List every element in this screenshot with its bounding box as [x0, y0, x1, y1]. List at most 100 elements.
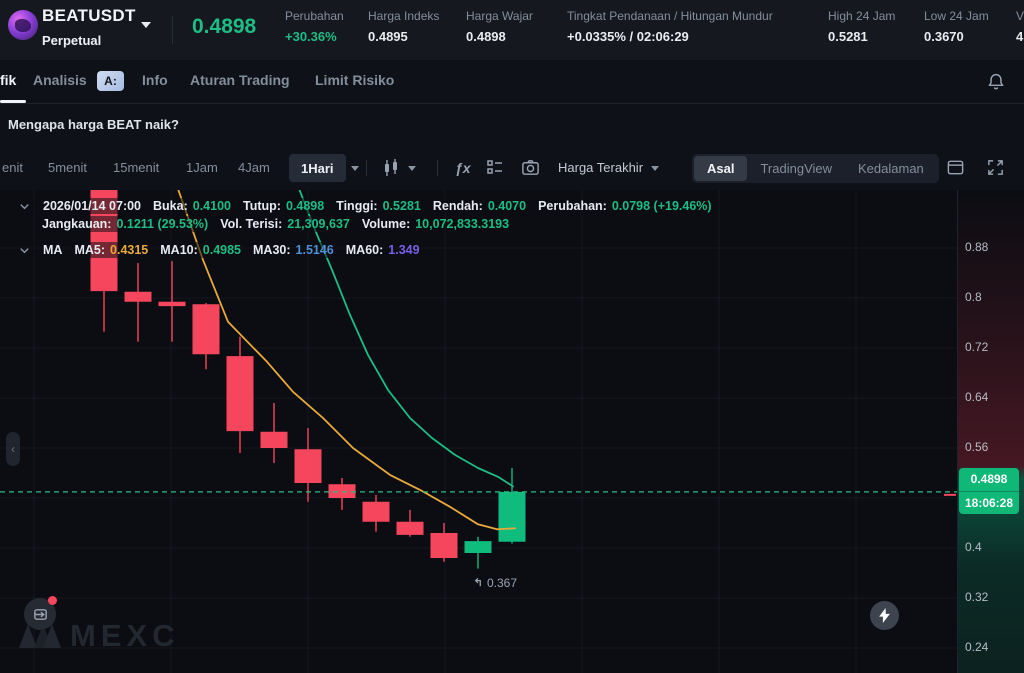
candlestick [158, 301, 186, 307]
fullscreen-icon[interactable] [986, 158, 1005, 182]
stat-value: 0.5281 [828, 29, 868, 44]
ma10-value: 0.4985 [202, 243, 241, 257]
candlestick [396, 521, 424, 535]
stat-value: 0.3670 [924, 29, 964, 44]
legend-label: Tinggi: [336, 199, 378, 213]
legend-label: Rendah: [432, 199, 483, 213]
legend-value: 0.1211 (29.53%) [116, 217, 209, 231]
timeframe-more-caret-icon[interactable] [351, 166, 359, 171]
ohlc-legend-row1: 2026/01/14 07:00 Buka: 0.4100 Tutup: 0.489… [14, 198, 716, 214]
view-original[interactable]: Asal [694, 156, 748, 181]
price-axis-label: 0.88 [965, 240, 989, 254]
price-axis[interactable]: 0.88 0.8 0.72 0.64 0.56 0.4 0.32 0.24 [957, 190, 1024, 673]
candlestick [294, 449, 322, 483]
candlestick [124, 291, 152, 302]
toolbar-divider [437, 160, 438, 176]
arrow-up-left-icon [474, 578, 481, 587]
stat-change: Perubahan +30.36% [285, 9, 344, 44]
stat-label: Perubahan [285, 9, 344, 23]
ai-badge-icon[interactable]: A: [97, 71, 124, 91]
tab-trading-rules[interactable]: Aturan Trading [190, 72, 290, 88]
candlestick [464, 541, 492, 553]
lightning-icon [879, 608, 890, 623]
coin-logo-icon [8, 10, 38, 40]
legend-label: Buka: [153, 199, 188, 213]
ma-prefix: MA [43, 243, 63, 257]
legend-label: Perubahan: [538, 199, 607, 213]
legend-label: Jangkauan: [42, 217, 112, 231]
symbol-dropdown-caret-icon[interactable] [141, 22, 151, 28]
legend-label: MA30: [253, 243, 291, 257]
candlestick-canvas[interactable] [0, 190, 957, 673]
candlestick [328, 484, 356, 498]
panel-layout-icon[interactable] [946, 158, 965, 182]
candlestick [226, 356, 254, 432]
stat-label: High 24 Jam [828, 9, 896, 23]
watermark-text: MEXC [70, 618, 180, 653]
view-depth[interactable]: Kedalaman [858, 161, 924, 176]
badge-countdown: 18:06:28 [964, 495, 1014, 510]
legend-label: Volume: [361, 217, 411, 231]
timeframe-1h[interactable]: 1Jam [186, 160, 218, 175]
stat-value: 4 [1016, 29, 1024, 44]
legend-value: 21,309,637 [287, 217, 350, 231]
active-tab-underline [0, 100, 26, 103]
collapse-chevron-icon[interactable] [18, 244, 31, 257]
price-mode-dropdown[interactable]: Harga Terakhir [558, 160, 644, 175]
news-banner: Mengapa harga BEAT naik? [0, 104, 1024, 147]
legend-label: Tutup: [242, 199, 281, 213]
tab-info[interactable]: Info [142, 72, 168, 88]
stat-label: Harga Indeks [368, 9, 440, 23]
mexc-logo-icon [19, 624, 61, 648]
candlestick [362, 501, 390, 522]
price-axis-label: 0.4 [965, 540, 982, 554]
ma-legend-row: MA MA5: 0.4315 MA10: 0.4985 MA30: 1.5146 MA… [14, 242, 424, 258]
chart-style-caret-icon[interactable] [408, 166, 416, 171]
stat-label: Harga Wajar [466, 9, 533, 23]
last-price-badge: 0.4898 18:06:28 [959, 467, 1019, 514]
bell-icon[interactable] [985, 71, 1007, 93]
tab-risk-limit[interactable]: Limit Risiko [315, 72, 395, 88]
price-axis-label: 0.8 [965, 290, 982, 304]
legend-datetime: 2026/01/14 07:00 [43, 199, 142, 213]
stat-value: 0.4895 [368, 29, 408, 44]
side-panel-collapse-handle[interactable]: ‹ [6, 432, 20, 466]
chart-style-icon[interactable] [381, 158, 401, 183]
view-tradingview[interactable]: TradingView [760, 161, 833, 176]
price-axis-label: 0.24 [965, 640, 989, 654]
low-price-annotation: 0.367 [472, 576, 517, 590]
symbol-name[interactable]: BEATUSDT [42, 6, 136, 25]
timeframe-1m-clipped[interactable]: enit [2, 160, 23, 175]
timeframe-15m[interactable]: 15menit [113, 160, 160, 175]
bar-replay-button[interactable] [24, 596, 57, 630]
stat-label: Tingkat Pendanaan / Hitungan Mundur [567, 9, 773, 23]
chart-view-switcher: Asal TradingView Kedalaman [692, 154, 939, 183]
badge-price: 0.4898 [959, 468, 1019, 492]
price-axis-label: 0.72 [965, 340, 989, 354]
quick-trade-flash-button[interactable] [870, 601, 899, 630]
ohlc-legend-row2: Jangkauan: 0.1211 (29.53%) Vol. Terisi: 21… [38, 216, 514, 232]
stat-funding-countdown: Tingkat Pendanaan / Hitungan Mundur +0.0… [567, 9, 773, 44]
news-question-link[interactable]: Mengapa harga BEAT naik? [8, 117, 179, 132]
candlestick [498, 491, 526, 542]
indicator-list-icon[interactable] [486, 158, 504, 181]
price-mode-caret-icon[interactable] [651, 166, 659, 171]
contract-header: BEATUSDT Perpetual 0.4898 Perubahan +30.… [0, 0, 1024, 60]
indicators-fx-icon[interactable]: ƒx [455, 160, 471, 176]
timeframe-5m[interactable]: 5menit [48, 160, 88, 175]
tab-analysis[interactable]: Analisis [33, 72, 87, 88]
price-axis-label: 0.32 [965, 590, 989, 604]
stat-label: V [1016, 9, 1024, 23]
timeframe-4h[interactable]: 4Jam [238, 160, 270, 175]
tab-chart[interactable]: fik [0, 72, 17, 88]
chart-area[interactable]: 0.88 0.8 0.72 0.64 0.56 0.4 0.32 0.24 0.4898 18… [0, 190, 1024, 673]
stat-high-24h: High 24 Jam 0.5281 [828, 9, 895, 44]
notification-dot [48, 596, 57, 605]
collapse-chevron-icon[interactable] [18, 200, 31, 213]
header-divider [172, 16, 173, 44]
stat-index-price: Harga Indeks 0.4895 [368, 9, 439, 44]
screenshot-camera-icon[interactable] [521, 158, 540, 182]
market-type-label: Perpetual [42, 33, 102, 48]
timeframe-1d-selected[interactable]: 1Hari [289, 154, 346, 182]
